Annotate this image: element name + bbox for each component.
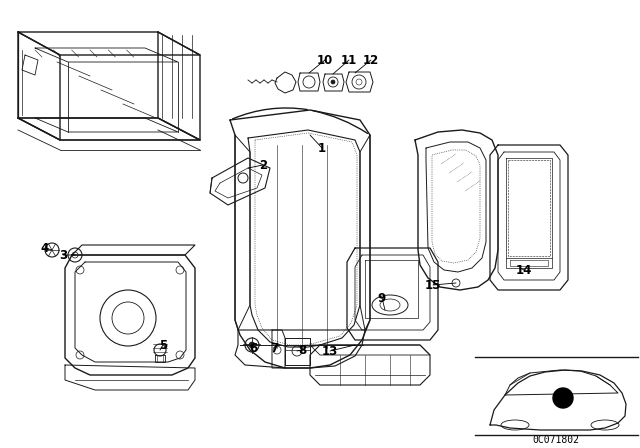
Text: 4: 4 — [41, 241, 49, 254]
Text: 13: 13 — [322, 345, 338, 358]
Text: 6: 6 — [249, 341, 257, 354]
Text: 15: 15 — [425, 279, 441, 292]
Circle shape — [249, 342, 255, 348]
Text: 7: 7 — [270, 341, 278, 354]
Text: 2: 2 — [259, 159, 267, 172]
Text: 10: 10 — [317, 53, 333, 66]
Circle shape — [553, 388, 573, 408]
Text: 1: 1 — [318, 142, 326, 155]
Text: 12: 12 — [363, 53, 379, 66]
Text: 5: 5 — [159, 339, 167, 352]
Text: 14: 14 — [516, 263, 532, 276]
Circle shape — [331, 80, 335, 84]
Text: 11: 11 — [341, 53, 357, 66]
Text: 8: 8 — [298, 344, 306, 357]
Text: 0C071802: 0C071802 — [532, 435, 579, 445]
Text: 9: 9 — [378, 292, 386, 305]
Text: 3: 3 — [59, 249, 67, 262]
